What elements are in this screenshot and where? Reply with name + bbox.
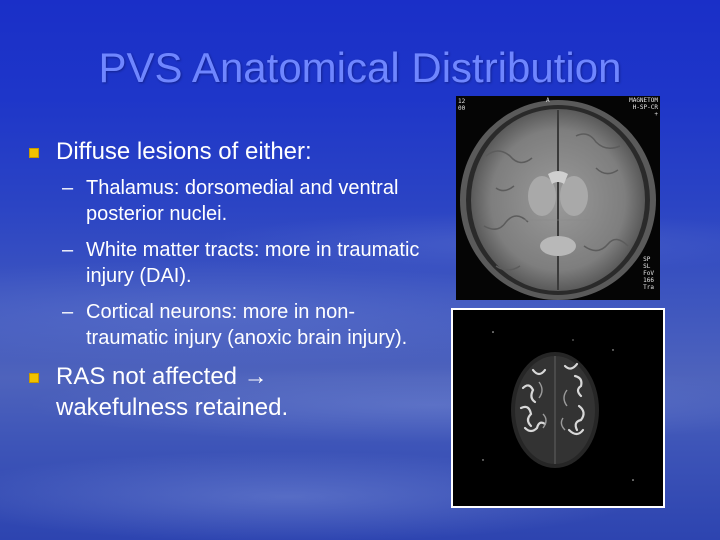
- sub-bullet-item: – Thalamus: dorsomedial and ventral post…: [28, 175, 426, 227]
- dash-marker-icon: –: [62, 301, 74, 323]
- bullet-item: RAS not affected → wakefulness retained.: [28, 361, 356, 423]
- bullet-marker-icon: [30, 149, 38, 157]
- mri-overlay-top-left: 12 00: [458, 98, 466, 112]
- sub-bullet-item: – Cortical neurons: more in non-traumati…: [28, 299, 426, 351]
- sub-bullet-text: Thalamus: dorsomedial and ventral poster…: [86, 177, 399, 225]
- bullet-text: RAS not affected → wakefulness retained.: [56, 363, 289, 421]
- bullet-marker-icon: [30, 374, 38, 382]
- slide-title: PVS Anatomical Distribution: [98, 44, 622, 91]
- brain-dwi-icon: [453, 310, 663, 506]
- sub-bullet-text: Cortical neurons: more in non-traumatic …: [86, 301, 408, 349]
- mri-overlay-top-center: A: [546, 97, 550, 104]
- mri-overlay-bottom-right: SP SL FoV 166 Tra: [643, 256, 654, 291]
- bullet-list: Diffuse lesions of either: – Thalamus: d…: [28, 136, 448, 431]
- dash-marker-icon: –: [62, 239, 74, 261]
- brain-axial-icon: [456, 96, 660, 300]
- mri-overlay-top-right: MAGNETOM H-SP-CR +: [629, 97, 658, 118]
- mri-dwi-image: [451, 308, 665, 508]
- dash-marker-icon: –: [62, 177, 74, 199]
- mri-axial-image: 12 00 A MAGNETOM H-SP-CR + SP SL FoV 166…: [456, 96, 660, 300]
- bullet-text: Diffuse lesions of either:: [56, 138, 312, 165]
- sub-bullet-item: – White matter tracts: more in traumatic…: [28, 237, 426, 289]
- bullet-item: Diffuse lesions of either:: [28, 136, 448, 167]
- sub-bullet-text: White matter tracts: more in traumatic i…: [86, 239, 420, 287]
